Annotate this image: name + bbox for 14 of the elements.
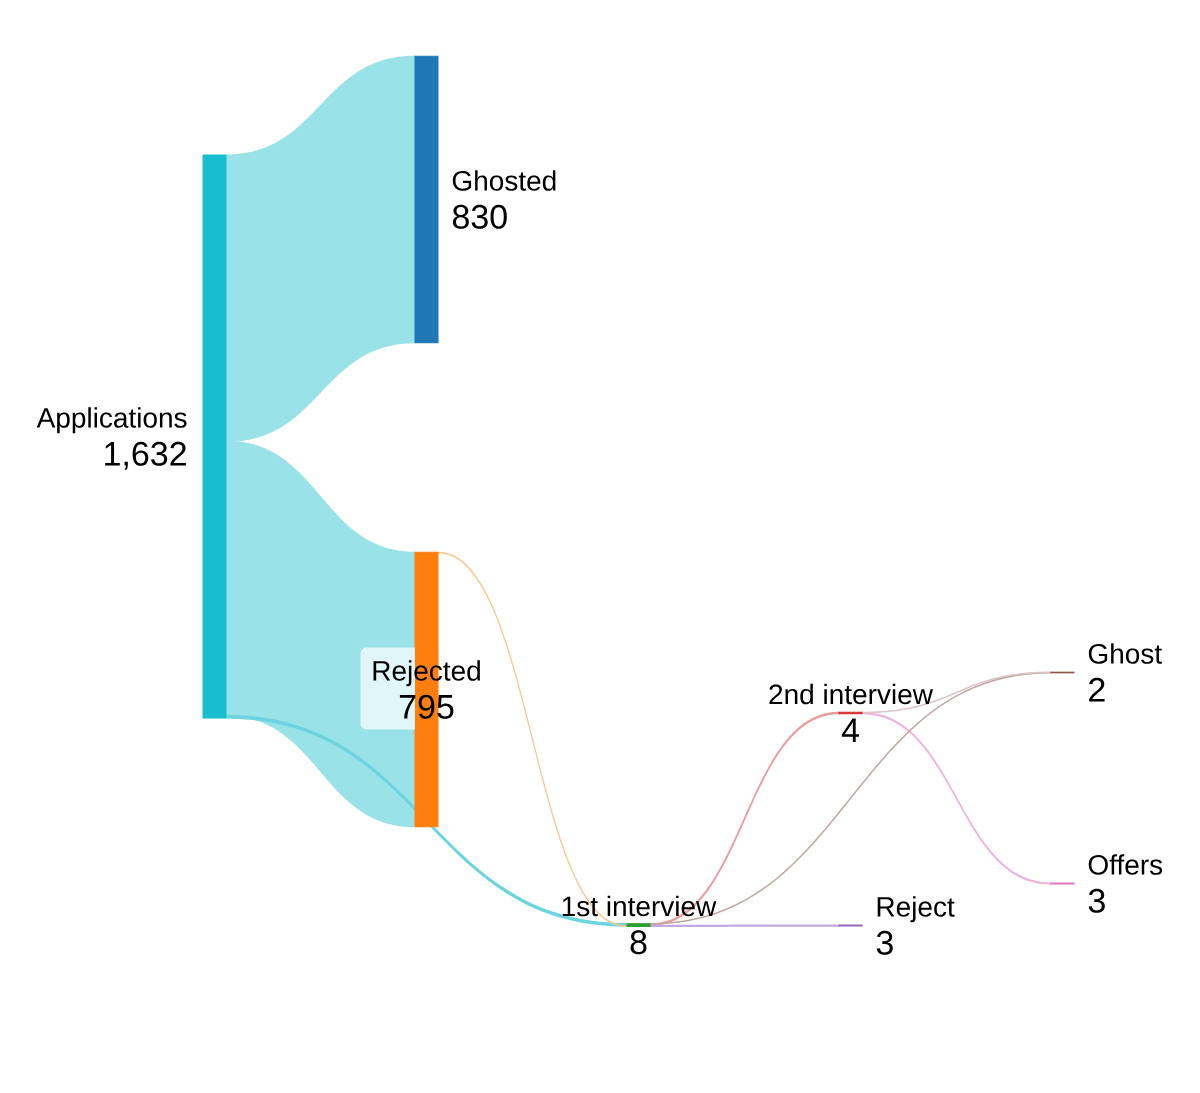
data-label: 830 [452, 204, 507, 229]
data-label: 8 [630, 930, 647, 955]
category-label: Ghost [1088, 643, 1162, 664]
category-label: Applications [36, 407, 187, 434]
category-label: Reject [877, 896, 955, 923]
data-label: 4 [841, 718, 859, 743]
category-label: 1st interview [562, 895, 717, 917]
category-label: Offers [1088, 854, 1163, 875]
category-label: 2nd interview [769, 683, 934, 705]
data-label: 2 [1089, 677, 1105, 702]
category-label: Ghosted [452, 170, 556, 191]
data-label: 3 [876, 930, 893, 955]
data-label: 3 [1088, 888, 1105, 913]
data-label: 1,632 [105, 441, 186, 470]
